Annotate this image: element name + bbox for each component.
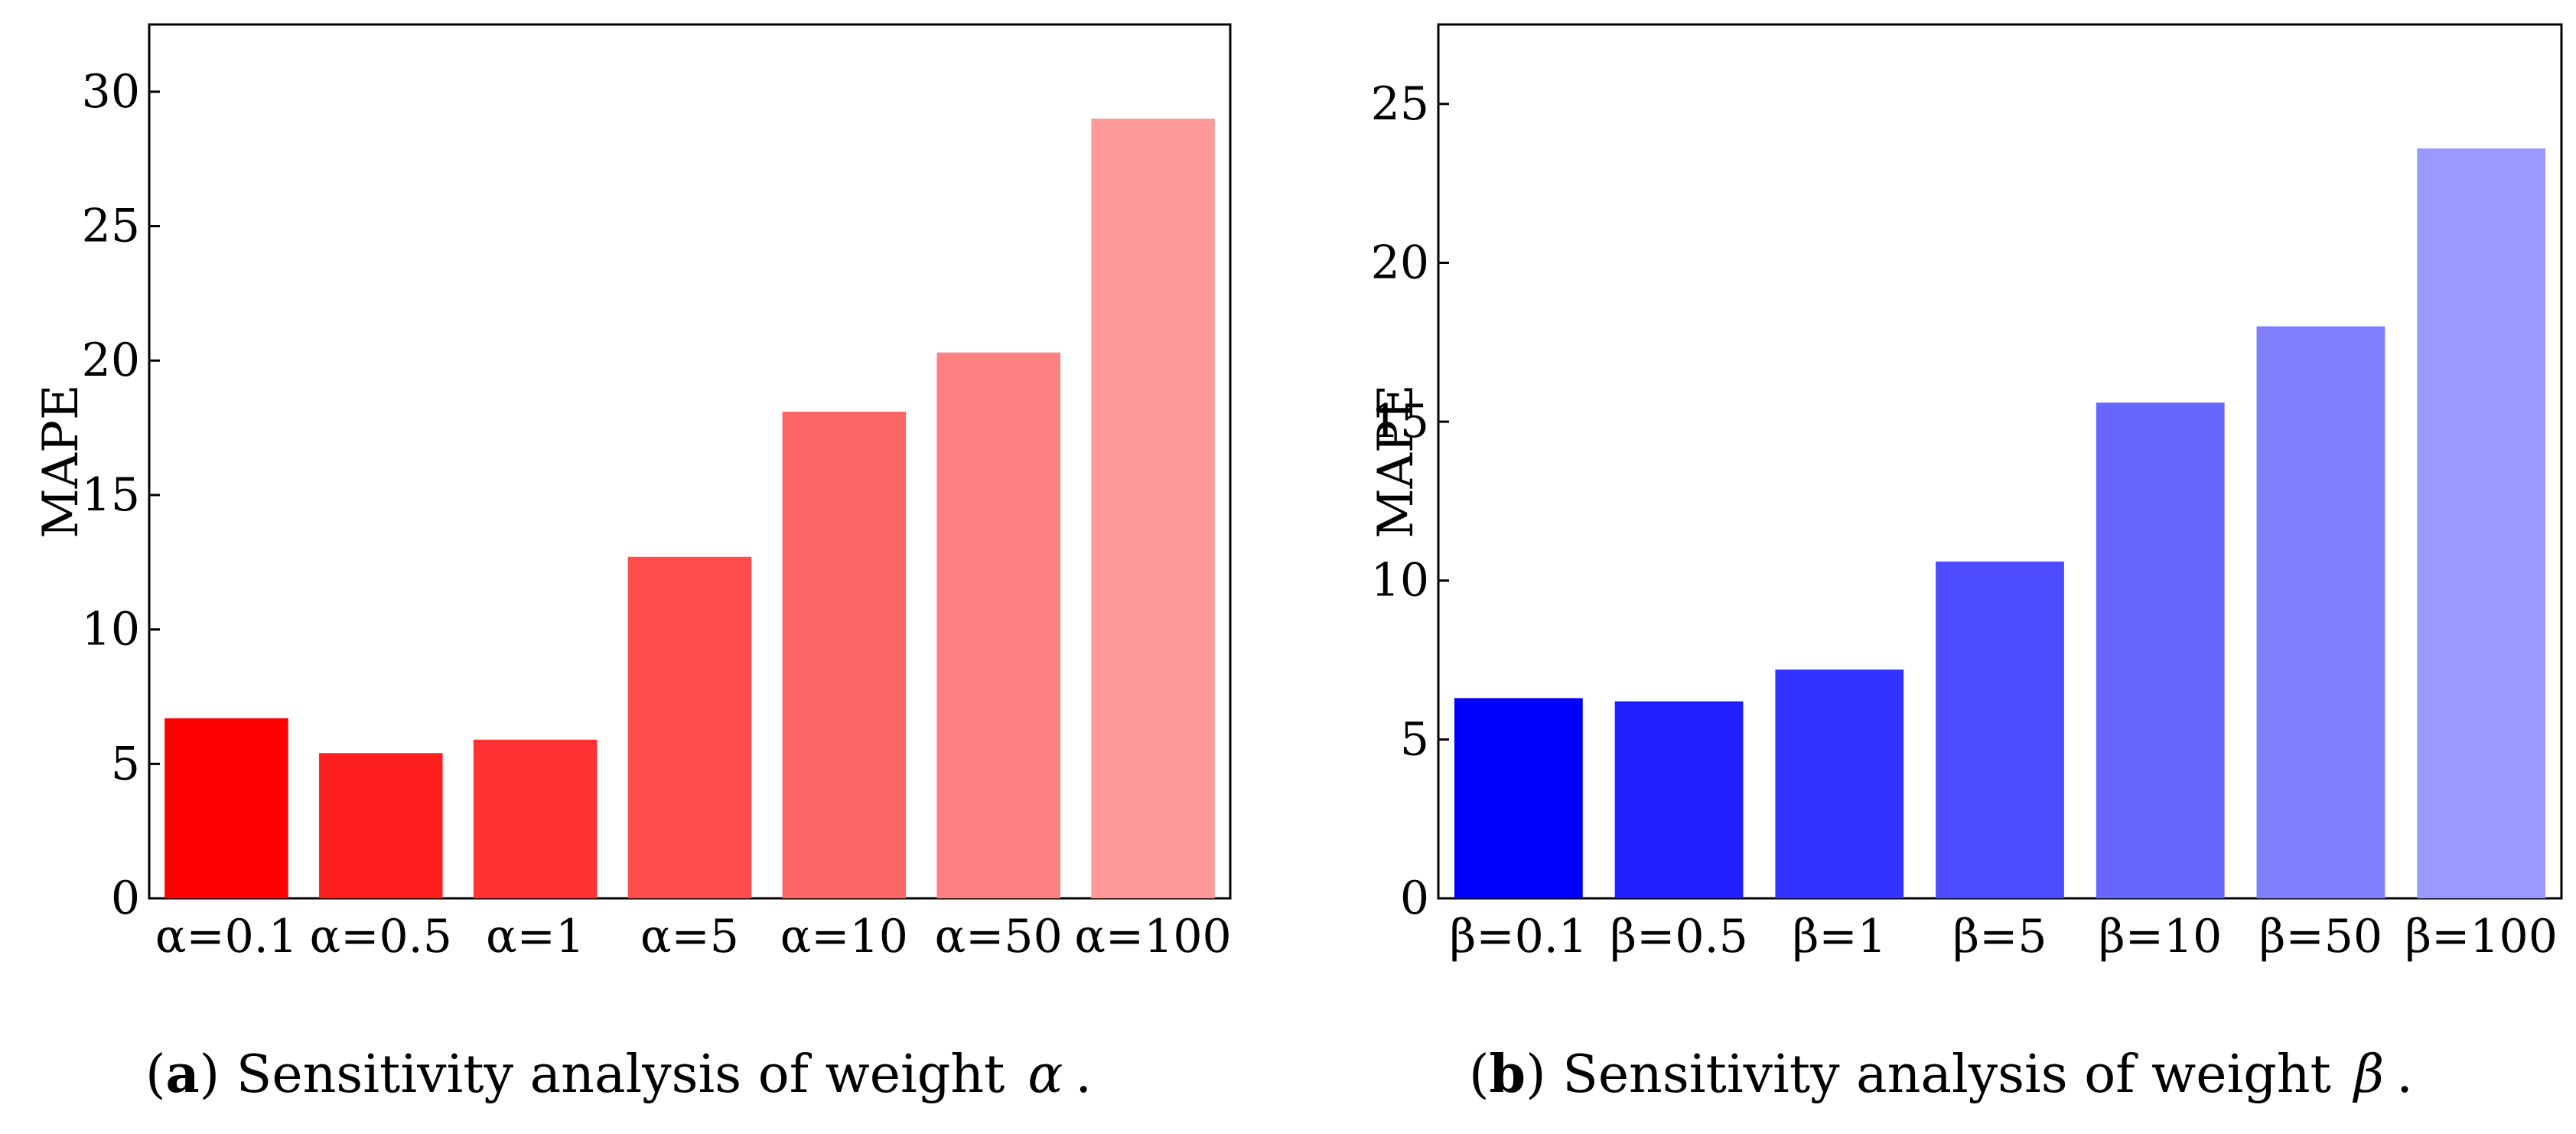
xtick-label-alpha-3: α=5 [640,910,739,963]
caption-alpha-end: . [1075,1044,1092,1105]
xtick-label-beta-1: β=0.5 [1610,910,1747,963]
ytick-label-alpha-5: 25 [82,200,140,253]
chart-alpha: 0 5 10 15 20 25 30 α=0.1 α=0.5 α=1 α=5 α=10 α=50 α=10… [33,23,1232,963]
xtick-label-alpha-2: α=1 [486,910,585,963]
bar-beta-1 [1614,701,1744,898]
bar-alpha-0 [164,718,288,898]
bar-beta-0 [1454,698,1583,898]
ytick-label-beta-2: 10 [1371,554,1429,608]
xtick-label-alpha-6: α=100 [1074,910,1231,963]
ytick-label-alpha-6: 30 [82,65,140,119]
ytick-label-alpha-0: 0 [111,872,140,925]
bar-beta-4 [2096,402,2225,898]
bar-beta-3 [1936,561,2064,898]
caption-alpha-text: Sensitivity analysis of weight [236,1044,1005,1105]
bar-beta-5 [2256,326,2385,898]
caption-beta-text: Sensitivity analysis of weight [1562,1044,2331,1105]
y-axis-title-beta: MAPE [1368,384,1425,539]
y-axis-title-alpha: MAPE [33,384,90,539]
ytick-label-alpha-4: 20 [82,334,140,387]
ytick-label-beta-3: 15 [1371,395,1429,448]
bar-alpha-6 [1091,118,1215,898]
xtick-label-beta-0: β=0.1 [1450,910,1588,963]
bar-alpha-3 [627,556,752,898]
xtick-label-alpha-4: α=10 [780,910,908,963]
xtick-label-beta-2: β=1 [1793,910,1887,963]
ytick-label-alpha-3: 15 [82,468,140,522]
caption-alpha-label: a [165,1044,200,1105]
bar-alpha-1 [319,753,443,898]
bar-beta-6 [2417,148,2546,898]
xtick-label-beta-3: β=5 [1952,910,2047,963]
xtick-label-beta-6: β=100 [2405,910,2557,963]
caption-beta-label: b [1489,1044,1526,1105]
chart-beta: 0 5 10 15 20 25 β=0.1 β=0.5 β=1 β=5 β=10 β=50 β=100 M… [1368,23,2563,963]
caption-alpha-symbol: α [1027,1044,1063,1105]
xtick-label-beta-5: β=50 [2259,910,2382,963]
caption-beta-end: . [2396,1044,2413,1105]
bar-alpha-5 [936,352,1060,899]
xtick-label-alpha-0: α=0.1 [155,910,298,963]
caption-alpha: (a) Sensitivity analysis of weight α. [145,1044,1092,1105]
ytick-label-beta-5: 25 [1371,77,1429,131]
ytick-label-alpha-1: 5 [111,737,140,790]
xtick-label-alpha-1: α=0.5 [310,910,452,963]
ytick-label-beta-0: 0 [1400,872,1429,925]
xtick-label-alpha-5: α=50 [935,910,1063,963]
ytick-label-beta-1: 5 [1400,712,1429,766]
bar-alpha-2 [473,739,598,898]
bar-beta-2 [1775,670,1904,898]
caption-beta-symbol: β [2353,1044,2385,1105]
caption-beta: (b) Sensitivity analysis of weight β. [1469,1044,2413,1105]
xtick-label-beta-4: β=10 [2099,910,2222,963]
bar-alpha-4 [782,411,907,898]
ytick-label-alpha-2: 10 [82,603,140,657]
ytick-label-beta-4: 20 [1371,236,1429,289]
